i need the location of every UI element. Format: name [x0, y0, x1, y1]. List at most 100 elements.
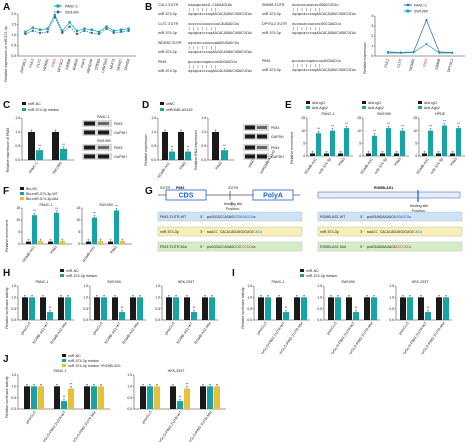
- x-tick-label: NFAT5: [109, 58, 116, 70]
- bar-control: [28, 132, 35, 160]
- bar-control: [418, 297, 424, 320]
- seq-row: [157, 211, 303, 222]
- bar-ago2: [316, 133, 321, 156]
- data-point: [438, 52, 441, 54]
- bar-treatment: [301, 297, 307, 320]
- series-line-1: [387, 19, 453, 53]
- significance-mark: **: [443, 120, 446, 124]
- svg-text:0.0: 0.0: [155, 318, 160, 322]
- legend-c-1: miR-NC: [28, 102, 41, 106]
- x-tick-label: SMAD6: [124, 58, 131, 71]
- bar-igg: [380, 153, 385, 156]
- x-tick-label: CLTC: [36, 58, 42, 68]
- seq-text: 5' guGGGGCCAGAGCCGUGAGCUa: [200, 215, 256, 219]
- site-pairing: | | | | | | |: [292, 27, 321, 31]
- svg-text:3: 3: [371, 24, 373, 28]
- svg-text:5: 5: [303, 142, 305, 146]
- svg-text:miR-NC: miR-NC: [66, 269, 79, 273]
- x-tick-label: pmirGLO: [20, 321, 32, 335]
- svg-text:1.0: 1.0: [11, 296, 16, 300]
- row-2: C miR-NC miR-574-3p mimics Relative expr…: [0, 98, 474, 186]
- svg-text:1.0: 1.0: [151, 130, 156, 134]
- svg-text:PolyA: PolyA: [263, 193, 283, 200]
- seq-name: RGMB-AS1 WT: [320, 215, 346, 219]
- svg-text:0.0: 0.0: [127, 407, 132, 411]
- site-pairing: | | | | | | |: [188, 46, 217, 50]
- bar-bio-nc: [26, 241, 31, 244]
- data-point: [127, 27, 130, 30]
- svg-text:0.5: 0.5: [11, 396, 16, 400]
- svg-text:miR-574-3p mimics: miR-574-3p mimics: [66, 274, 97, 278]
- data-point: [83, 29, 86, 32]
- svg-text:shNC: shNC: [166, 102, 175, 106]
- svg-text:5: 5: [359, 142, 361, 146]
- site-pairing: | | | | | | |: [188, 65, 217, 69]
- site-gene-label: CLTC 3'UTR: [158, 22, 179, 26]
- data-point: [38, 31, 42, 35]
- bar-ago2: [344, 128, 349, 156]
- svg-text:0.0: 0.0: [11, 54, 16, 58]
- svg-text:0.5: 0.5: [155, 307, 160, 311]
- svg-text:0.0: 0.0: [151, 158, 156, 162]
- panel-label-j: J: [3, 354, 9, 365]
- data-point: [399, 52, 402, 54]
- data-point: [53, 13, 57, 17]
- svg-text:1.5: 1.5: [127, 373, 132, 377]
- bar-mimics-rgmb: [184, 388, 190, 409]
- data-point: [425, 43, 428, 45]
- subplot-title: SW1990: [377, 112, 391, 116]
- x-tick-label: PIM3: [179, 161, 187, 170]
- svg-text:PIM3: PIM3: [114, 146, 122, 150]
- bar-treatment: [169, 151, 175, 160]
- subplot-title: SW1990: [99, 203, 113, 207]
- x-tick-label: PIM3: [51, 58, 57, 67]
- svg-text:1.5: 1.5: [247, 284, 252, 288]
- svg-text:1.5: 1.5: [317, 284, 322, 288]
- bar-igg: [338, 153, 343, 156]
- bar-control: [276, 297, 282, 320]
- bar-ago2: [372, 135, 377, 156]
- svg-text:shRGMB-AS1#2: shRGMB-AS1#2: [166, 108, 193, 112]
- bar-bio-mut: [120, 241, 125, 244]
- svg-text:0.5: 0.5: [11, 307, 16, 311]
- subplot-title: PANC-1: [322, 112, 335, 116]
- bar-igg: [324, 153, 329, 156]
- bar-control: [162, 132, 168, 160]
- svg-text:binding site: binding site: [410, 204, 428, 208]
- data-point: [97, 30, 101, 34]
- bar-control: [364, 297, 370, 320]
- panel-d-ylabel-2: Relative RNA expression: [194, 130, 198, 170]
- svg-text:2.0: 2.0: [11, 12, 16, 16]
- bar-mimics-rgmb: [68, 388, 74, 409]
- svg-text:0.0: 0.0: [317, 318, 322, 322]
- site-gene-label: SIMM8 3'UTR: [262, 3, 285, 7]
- bar-treatment: [283, 312, 289, 320]
- site-mir-label: miR-574-3p: [262, 12, 281, 16]
- x-tick-label: RGMB-AS1: [82, 245, 96, 263]
- panel-g-diagram: 5'UTR PIM3 3'UTR CDS PolyA binding site …: [158, 186, 461, 213]
- site-mir-seq: ugugcacccugAACACAGUUCUGUCUCAc: [292, 12, 356, 16]
- subplot-title: HEK-293T: [178, 280, 196, 284]
- x-tick-label: PIM3: [215, 161, 223, 170]
- panel-f-plots: PANC-1 0 5 10 15 ** RGMB-AS1 ** PIM3 SW1990 0 5 10 15…: [16, 203, 132, 263]
- x-tick-label: ZFP36L1: [20, 58, 28, 73]
- site-gene-label: PIM3: [262, 59, 270, 63]
- svg-text:1.0: 1.0: [201, 130, 206, 134]
- seq-row: [157, 226, 303, 237]
- seq-row: [317, 226, 463, 237]
- panel-label-e: E: [285, 100, 292, 111]
- seq-text: 3' aaACC CACACAGUUCUGUCUCACu: [200, 230, 262, 234]
- svg-text:1.0: 1.0: [11, 385, 16, 389]
- panel-i-plots: PANC-10.00.51.01.5pmirGLO**pmirGLO-PIM3 …: [247, 280, 452, 354]
- data-point: [105, 27, 108, 30]
- site-mir-label: miR-574-3p: [158, 69, 177, 73]
- bar-mimics: [61, 401, 67, 409]
- significance-mark: **: [62, 143, 65, 147]
- bar-mimics: [91, 386, 97, 409]
- subplot-title: PANC-1: [40, 203, 53, 207]
- svg-text:0.5: 0.5: [15, 144, 20, 148]
- bar-treatment: [407, 297, 413, 320]
- site-pairing: | | | | | | |: [292, 8, 321, 12]
- row-5: J miR-NC miR-574-3p mimics miR-574-3p mi…: [0, 352, 474, 442]
